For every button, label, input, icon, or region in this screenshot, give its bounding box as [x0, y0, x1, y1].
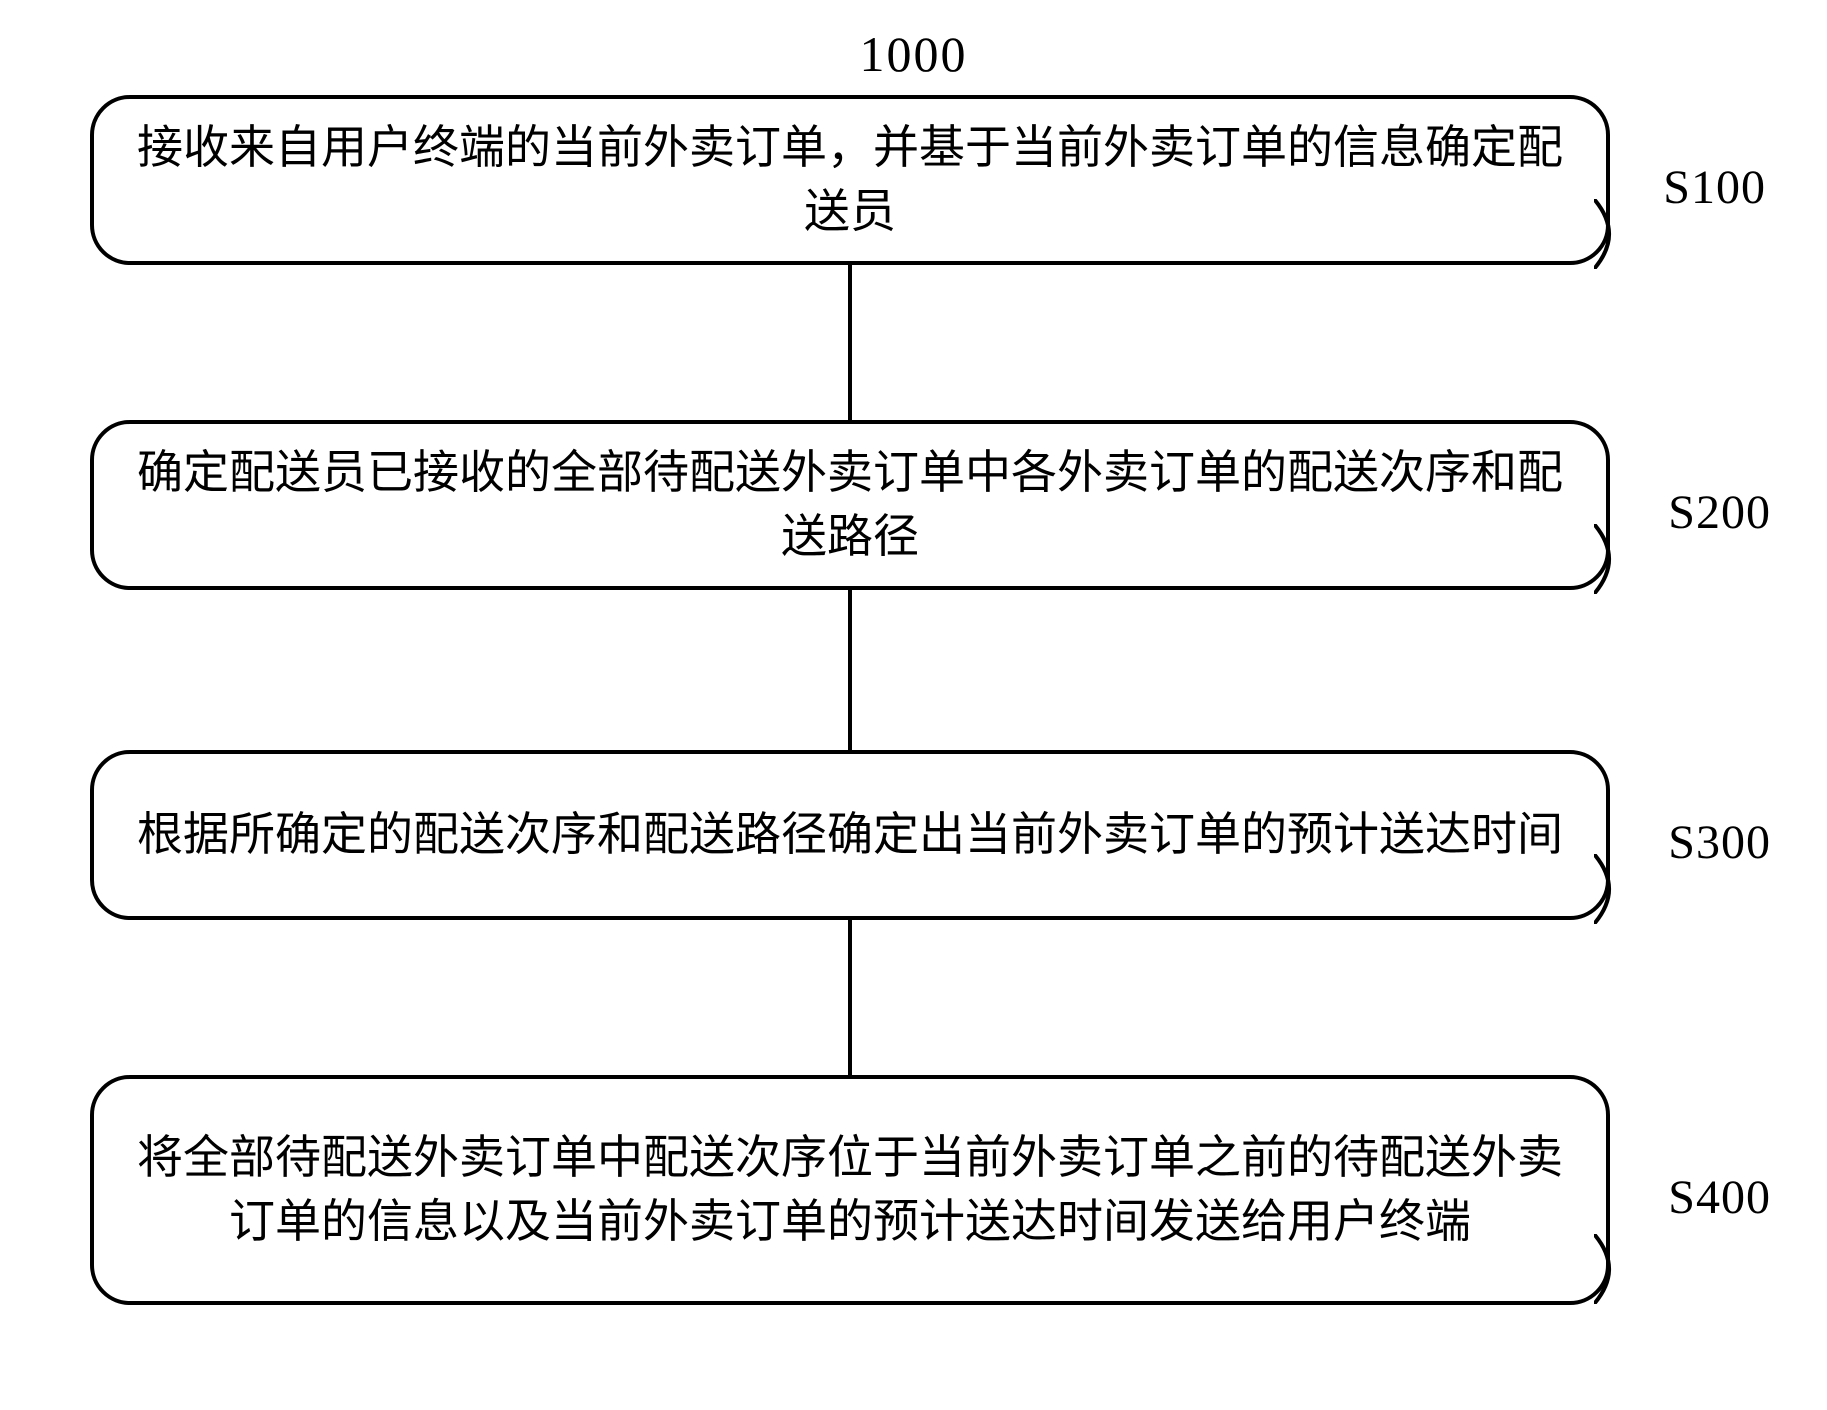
curve-connector-icon [1594, 199, 1654, 269]
step-text: 接收来自用户终端的当前外卖订单，并基于当前外卖订单的信息确定配送员 [124, 116, 1576, 245]
curve-connector-icon [1594, 524, 1654, 594]
flowchart-title: 1000 [860, 25, 968, 83]
connector-line [848, 265, 852, 420]
step-label-s100: S100 [1663, 154, 1766, 221]
step-text: 根据所确定的配送次序和配送路径确定出当前外卖订单的预计送达时间 [137, 803, 1563, 867]
step-text: 将全部待配送外卖订单中配送次序位于当前外卖订单之前的待配送外卖订单的信息以及当前… [124, 1126, 1576, 1255]
curve-connector-icon [1594, 1234, 1654, 1304]
step-label-s200: S200 [1668, 479, 1771, 546]
step-box-s400: 将全部待配送外卖订单中配送次序位于当前外卖订单之前的待配送外卖订单的信息以及当前… [90, 1075, 1610, 1305]
step-text: 确定配送员已接收的全部待配送外卖订单中各外卖订单的配送次序和配送路径 [124, 441, 1576, 570]
step-box-s200: 确定配送员已接收的全部待配送外卖订单中各外卖订单的配送次序和配送路径 S200 [90, 420, 1610, 590]
curve-connector-icon [1594, 854, 1654, 924]
step-box-s300: 根据所确定的配送次序和配送路径确定出当前外卖订单的预计送达时间 S300 [90, 750, 1610, 920]
connector-line [848, 590, 852, 750]
connector-line [848, 920, 852, 1075]
step-box-s100: 接收来自用户终端的当前外卖订单，并基于当前外卖订单的信息确定配送员 S100 [90, 95, 1610, 265]
flowchart-container: 接收来自用户终端的当前外卖订单，并基于当前外卖订单的信息确定配送员 S100 确… [90, 95, 1610, 1305]
step-label-s300: S300 [1668, 809, 1771, 876]
step-label-s400: S400 [1668, 1164, 1771, 1231]
